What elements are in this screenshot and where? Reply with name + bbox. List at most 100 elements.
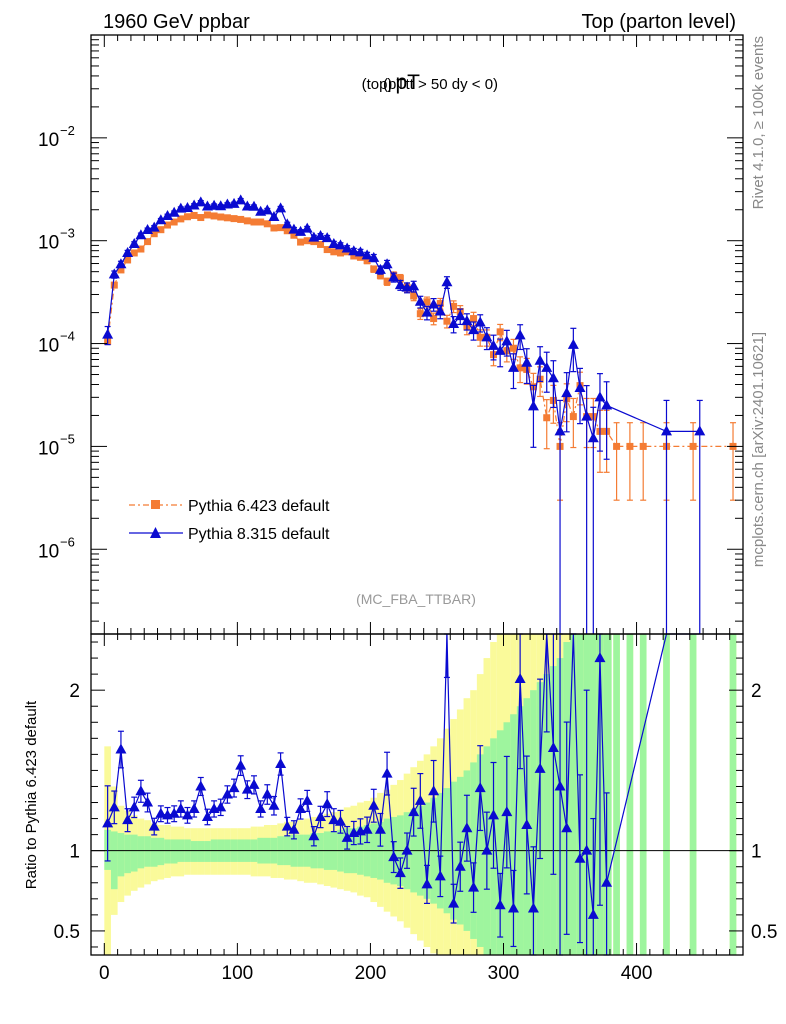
ratio-point-pythia8 <box>434 870 446 881</box>
ratio-point-pythia8 <box>507 902 519 913</box>
data-point-pythia6 <box>416 310 424 318</box>
ratio-band-inner <box>663 634 670 955</box>
data-point-pythia6 <box>117 266 125 274</box>
data-point-pythia8 <box>448 317 460 328</box>
ratio-point-pythia8 <box>428 785 440 796</box>
ratio-point-pythia8 <box>527 902 539 913</box>
y-tick-label-exponent: −4 <box>60 329 75 344</box>
data-point-pythia8 <box>567 338 579 349</box>
data-point-pythia6 <box>177 215 185 223</box>
ratio-point-pythia8 <box>128 801 140 812</box>
data-point-pythia8 <box>361 249 373 260</box>
data-point-pythia6 <box>144 238 152 246</box>
data-point-pythia6 <box>476 333 484 341</box>
ratio-point-pythia8 <box>235 759 247 770</box>
y-tick-label-exponent: −5 <box>60 431 75 446</box>
data-point-pythia6 <box>323 246 331 254</box>
energy-label: 1960 GeV ppbar <box>103 11 250 33</box>
data-point-pythia6 <box>423 298 431 306</box>
data-point-pythia8 <box>408 280 420 291</box>
data-point-pythia8 <box>115 258 127 269</box>
ratio-point-pythia8 <box>368 799 380 810</box>
data-point-pythia8 <box>295 225 307 236</box>
data-point-pythia6 <box>203 211 211 219</box>
ratio-point-pythia8 <box>521 818 533 829</box>
ratio-band-inner <box>639 634 647 955</box>
data-point-pythia6 <box>237 215 245 223</box>
data-point-pythia6 <box>110 281 118 289</box>
series-line-pythia8 <box>107 199 700 439</box>
data-point-pythia8 <box>434 305 446 316</box>
data-point-pythia8 <box>488 339 500 350</box>
data-point-pythia8 <box>541 361 553 372</box>
ratio-band-inner <box>150 837 158 867</box>
ratio-point-pythia8 <box>135 785 147 796</box>
ratio-point-pythia8 <box>474 782 486 793</box>
data-point-pythia6 <box>626 442 634 450</box>
ratio-point-pythia8 <box>288 823 300 834</box>
data-point-pythia6 <box>150 230 158 238</box>
ratio-band-inner <box>144 836 151 867</box>
y-tick-label-exponent: −2 <box>60 123 75 138</box>
main-series <box>102 194 737 634</box>
ratio-band-inner <box>197 841 205 862</box>
data-point-pythia6 <box>509 344 517 352</box>
ratio-point-pythia8 <box>122 814 134 825</box>
ratio-point-pythia8 <box>414 794 426 805</box>
ratio-point-pythia8 <box>374 823 386 834</box>
y-tick-label-base: 10 <box>38 438 59 459</box>
data-point-pythia6 <box>350 252 358 260</box>
data-point-pythia6 <box>436 300 444 308</box>
ratio-band-inner <box>626 634 634 955</box>
ratio-series <box>91 633 743 956</box>
ratio-point-pythia8 <box>175 802 187 813</box>
data-point-pythia6 <box>263 220 271 228</box>
ratio-point-pythia8 <box>221 788 233 799</box>
ratio-point-pythia8 <box>295 802 307 813</box>
x-tick-label: 200 <box>355 963 387 984</box>
ratio-band-inner <box>190 841 198 862</box>
ratio-point-pythia8 <box>255 802 267 813</box>
ratio-point-pythia8 <box>601 876 613 887</box>
legend-label-pythia8: Pythia 8.315 default <box>188 526 330 543</box>
data-point-pythia6 <box>210 212 218 220</box>
data-point-pythia8 <box>554 425 566 436</box>
ratio-point-pythia8 <box>561 822 573 833</box>
ratio-point-pythia8 <box>334 815 346 826</box>
ratio-point-pythia8 <box>275 758 287 769</box>
legend-entry-pythia8: Pythia 8.315 default <box>129 526 330 543</box>
ratio-y-tick-label-right: 1 <box>751 842 762 863</box>
ratio-point-pythia8 <box>594 652 606 663</box>
data-point-pythia8 <box>148 221 160 232</box>
ratio-point-pythia8 <box>142 796 154 807</box>
data-point-pythia6 <box>223 214 231 222</box>
mcplots-label: mcplots.cern.ch [arXiv:2401.10621] <box>750 332 767 567</box>
ratio-point-pythia8 <box>394 867 406 878</box>
ratio-point-pythia8 <box>448 897 460 908</box>
data-point-pythia8 <box>195 196 207 207</box>
data-point-pythia8 <box>162 209 174 220</box>
data-point-pythia6 <box>124 256 132 264</box>
data-point-pythia6 <box>613 442 621 450</box>
data-point-pythia8 <box>494 344 506 355</box>
data-point-pythia8 <box>601 399 613 410</box>
data-point-pythia8 <box>501 335 513 346</box>
data-point-pythia6 <box>290 231 298 239</box>
ratio-band-inner <box>516 706 524 955</box>
ratio-point-pythia8 <box>581 844 593 855</box>
data-point-pythia8 <box>135 229 147 240</box>
ratio-point-pythia8 <box>341 831 353 842</box>
data-point-pythia8 <box>235 194 247 205</box>
ratio-band-inner <box>164 839 171 864</box>
data-point-pythia6 <box>516 364 524 372</box>
ratio-band-inner <box>570 634 577 955</box>
data-point-pythia8 <box>394 279 406 290</box>
ratio-point-pythia8 <box>321 798 333 809</box>
ratio-point-pythia8 <box>188 802 200 813</box>
data-point-pythia8 <box>527 400 539 411</box>
data-point-pythia6 <box>297 238 305 246</box>
ratio-point-pythia8 <box>181 809 193 820</box>
data-point-pythia8 <box>587 432 599 443</box>
